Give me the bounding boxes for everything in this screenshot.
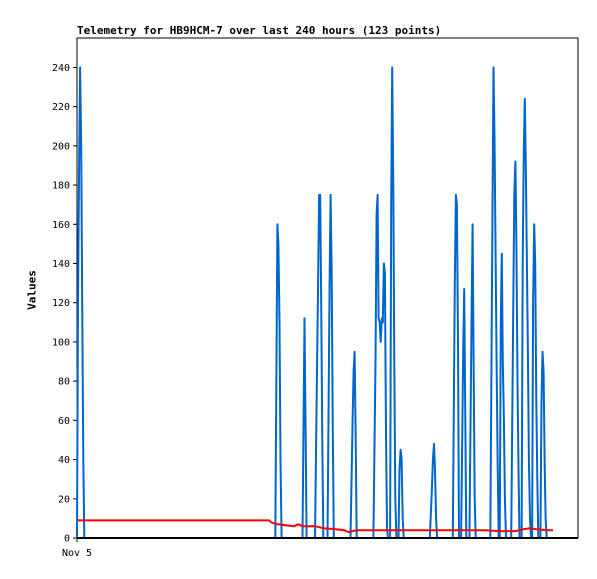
chart-title: Telemetry for HB9HCM-7 over last 240 hou…	[77, 24, 442, 37]
y-tick-label: 0	[64, 534, 70, 545]
y-tick-label: 40	[58, 455, 70, 466]
y-tick-label: 120	[52, 298, 70, 309]
y-tick-label: 180	[52, 181, 70, 192]
y-tick-label: 220	[52, 102, 70, 113]
y-tick-label: 60	[58, 416, 70, 427]
y-tick-label: 100	[52, 337, 70, 348]
y-tick-label: 200	[52, 141, 70, 152]
series-line-0	[76, 66, 578, 539]
y-tick-label: 140	[52, 259, 70, 270]
y-tick-label: 240	[52, 63, 70, 74]
y-tick-label: 80	[58, 377, 70, 388]
series-layer	[76, 66, 578, 539]
y-tick-label: 20	[58, 494, 70, 505]
y-tick-label: 160	[52, 220, 70, 231]
series-line-1	[77, 519, 553, 534]
y-axis: 0 20 40 60 80 100 120 140 160 180 200 220 240	[52, 63, 77, 545]
x-tick-label: Nov 5	[62, 548, 92, 559]
